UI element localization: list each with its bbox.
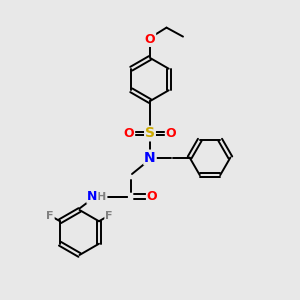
Text: O: O [147,190,158,203]
Text: F: F [46,211,54,220]
Text: O: O [124,127,134,140]
Text: O: O [145,33,155,46]
Text: N: N [87,190,98,203]
Text: O: O [166,127,176,140]
Text: S: S [145,127,155,140]
Text: H: H [98,191,106,202]
Text: N: N [144,151,156,164]
Text: F: F [105,211,112,220]
